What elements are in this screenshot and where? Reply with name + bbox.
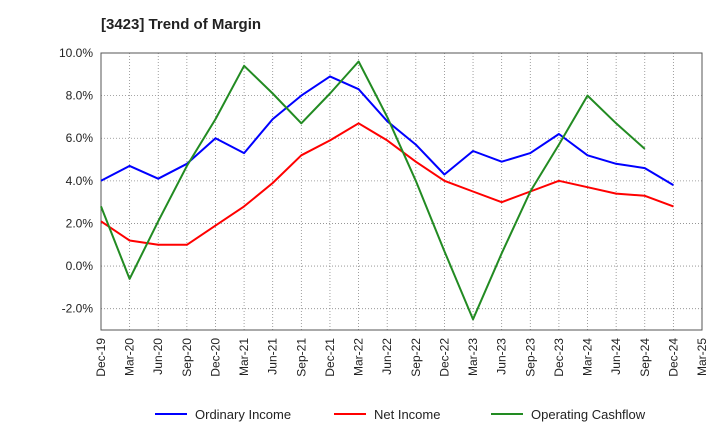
legend: Ordinary Income Net Income Operating Cashf… xyxy=(155,407,646,422)
y-tick-label: 4.0% xyxy=(66,174,94,188)
x-tick-label: Mar-24 xyxy=(581,338,595,376)
x-tick-label: Jun-24 xyxy=(609,338,623,375)
x-tick-label: Dec-21 xyxy=(323,338,337,377)
x-tick-label: Sep-21 xyxy=(294,338,308,377)
axis-layer: -2.0% 0.0% 2.0% 4.0% 6.0% 8.0% 10.0% Dec-19 Mar-… xyxy=(59,46,709,377)
y-tick-label: -2.0% xyxy=(62,302,94,316)
y-tick-label: 8.0% xyxy=(66,89,94,103)
x-tick-label: Mar-20 xyxy=(123,338,137,376)
grid-layer xyxy=(100,52,703,330)
legend-label-net-income: Net Income xyxy=(374,407,440,422)
legend-label-operating-cashflow: Operating Cashflow xyxy=(531,407,646,422)
x-tick-label: Dec-23 xyxy=(552,338,566,377)
x-tick-label: Mar-23 xyxy=(466,338,480,376)
x-tick-label: Sep-22 xyxy=(409,338,423,377)
chart-title: [3423] Trend of Margin xyxy=(101,16,262,33)
x-tick-label: Jun-22 xyxy=(380,338,394,375)
x-tick-label: Mar-22 xyxy=(352,338,366,376)
x-tick-label: Sep-24 xyxy=(638,338,652,377)
plot-frame xyxy=(100,52,703,331)
y-tick-label: 10.0% xyxy=(59,46,93,60)
x-tick-label: Dec-24 xyxy=(666,338,680,377)
series-line-operating-cashflow xyxy=(100,60,646,321)
series-line-net-income xyxy=(100,122,674,246)
x-tick-label: Sep-23 xyxy=(523,338,537,377)
series-line-ordinary-income xyxy=(100,75,674,186)
x-tick-label: Dec-22 xyxy=(437,338,451,377)
legend-label-ordinary-income: Ordinary Income xyxy=(195,407,291,422)
x-tick-label: Jun-20 xyxy=(151,338,165,375)
x-tick-label: Mar-25 xyxy=(695,338,709,376)
y-tick-label: 2.0% xyxy=(66,216,94,230)
series-layer xyxy=(100,60,674,321)
y-tick-label: 0.0% xyxy=(66,259,94,273)
x-tick-label: Jun-23 xyxy=(495,338,509,375)
x-tick-label: Jun-21 xyxy=(266,338,280,375)
x-tick-label: Sep-20 xyxy=(180,338,194,377)
y-tick-label: 6.0% xyxy=(66,131,94,145)
x-tick-label: Dec-19 xyxy=(94,338,108,377)
x-tick-label: Mar-21 xyxy=(237,338,251,376)
x-tick-label: Dec-20 xyxy=(208,338,222,377)
